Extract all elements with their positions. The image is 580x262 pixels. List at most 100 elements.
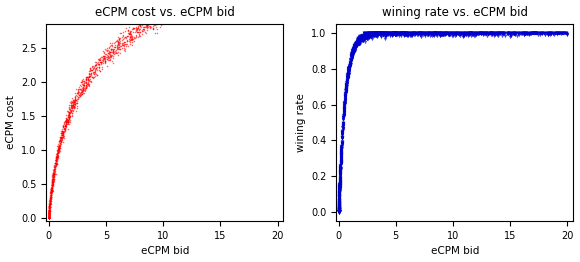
Point (44, 216, 53, 220)
Point (44, 216, 53, 220)
Point (115, 36, 124, 40)
Point (56, 139, 66, 144)
Point (53, 148, 62, 152)
Point (70, 91, 79, 95)
Point (117, 41, 126, 45)
Point (60, 124, 70, 128)
Point (46, 194, 55, 199)
Point (60, 123, 70, 127)
Point (151, 9, 161, 13)
Point (57, 133, 66, 137)
Point (48, 180, 57, 184)
Point (145, 24, 154, 28)
Point (96, 62, 106, 66)
Point (53, 154, 62, 158)
Point (54, 144, 63, 149)
Point (51, 172, 60, 176)
Point (87, 75, 96, 79)
Point (78, 90, 87, 94)
Point (57, 135, 66, 139)
Point (46, 196, 55, 200)
Point (61, 118, 70, 122)
Point (48, 172, 57, 176)
Point (78, 78, 87, 83)
Point (113, 35, 122, 39)
Point (66, 114, 75, 118)
Point (81, 80, 90, 85)
Point (58, 128, 67, 133)
Point (103, 54, 113, 59)
Point (85, 68, 95, 72)
Point (108, 47, 118, 51)
Point (134, 33, 143, 37)
Point (85, 69, 95, 73)
Point (67, 105, 77, 109)
Point (70, 103, 79, 107)
Point (53, 157, 62, 161)
Point (46, 193, 55, 197)
Point (103, 47, 112, 52)
Point (151, 23, 160, 27)
Point (176, 12, 185, 16)
Point (89, 72, 99, 76)
Point (67, 103, 76, 107)
Point (70, 94, 79, 98)
Point (79, 81, 89, 85)
Point (64, 117, 74, 121)
Point (45, 205, 54, 210)
Point (141, 18, 150, 22)
Point (79, 87, 88, 91)
Point (45, 201, 55, 205)
Point (83, 78, 92, 82)
Point (198, 0, 207, 4)
Point (115, 47, 125, 51)
Point (45, 209, 55, 213)
Point (144, 11, 153, 15)
Point (56, 137, 65, 141)
Point (107, 44, 117, 48)
Point (58, 130, 67, 135)
Point (100, 57, 110, 61)
Point (47, 183, 56, 187)
Point (96, 57, 105, 61)
Point (71, 99, 80, 103)
Point (44, 215, 53, 219)
Point (45, 199, 55, 204)
Point (77, 91, 86, 96)
Point (140, 30, 149, 34)
Point (48, 181, 57, 185)
Point (74, 90, 83, 95)
Point (55, 141, 64, 145)
Point (154, 17, 164, 21)
Point (59, 133, 68, 137)
Point (111, 45, 120, 50)
Point (173, 6, 182, 10)
Point (118, 33, 128, 37)
Point (179, 1, 188, 5)
Point (133, 25, 142, 30)
Point (205, 0, 214, 1)
Point (140, 21, 150, 25)
Point (64, 110, 73, 114)
Point (67, 108, 77, 112)
Point (45, 213, 54, 217)
Point (58, 133, 67, 137)
Point (150, 20, 160, 24)
Point (137, 22, 146, 26)
Point (135, 27, 144, 31)
Point (124, 25, 133, 29)
Point (60, 127, 70, 131)
Point (81, 83, 90, 87)
Point (44, 216, 53, 220)
Point (44, 216, 53, 220)
Point (69, 103, 78, 107)
Title: eCPM cost vs. eCPM bid: eCPM cost vs. eCPM bid (95, 6, 235, 19)
Point (56, 129, 66, 134)
Point (62, 119, 71, 123)
Point (52, 157, 61, 161)
Point (44, 216, 53, 220)
Point (44, 214, 53, 218)
Point (45, 199, 54, 203)
Point (120, 49, 129, 53)
Point (191, 5, 201, 9)
